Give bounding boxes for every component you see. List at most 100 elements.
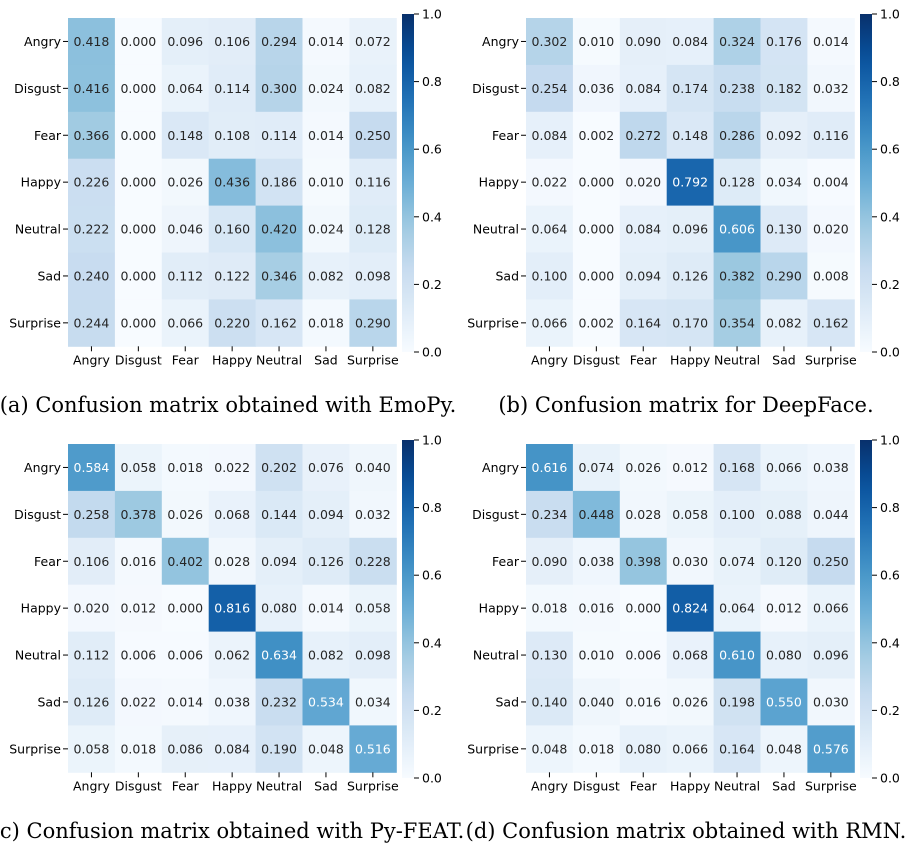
heatmap-cell xyxy=(302,252,350,300)
heatmap-cell xyxy=(807,725,855,773)
cell-value-label: 0.066 xyxy=(672,741,708,756)
heatmap-cell xyxy=(713,18,761,66)
cell-value-label: 0.130 xyxy=(766,222,802,237)
cell-value-label: 0.080 xyxy=(766,648,802,663)
colorbar xyxy=(860,440,872,778)
heatmap-cell xyxy=(161,725,210,773)
heatmap-cell xyxy=(666,490,715,539)
heatmap-cell xyxy=(807,205,855,253)
cell-value-label: 0.032 xyxy=(813,81,849,96)
heatmap-cell xyxy=(666,18,715,66)
cell-value-label: 0.012 xyxy=(672,460,708,475)
cell-value-label: 0.084 xyxy=(625,81,661,96)
x-tick-label: Neutral xyxy=(714,352,760,367)
cell-value-label: 0.064 xyxy=(719,601,755,616)
y-tick-label: Surprise xyxy=(9,315,61,330)
heatmap-cell xyxy=(526,111,574,160)
heatmap-cell xyxy=(349,725,397,773)
cell-value-label: 0.002 xyxy=(578,128,614,143)
y-tick-label: Surprise xyxy=(467,741,519,756)
heatmap-cell xyxy=(349,205,397,253)
heatmap-cell xyxy=(161,537,210,586)
heatmap-cell xyxy=(619,678,668,726)
y-tick-label: Happy xyxy=(479,601,520,616)
heatmap-cell xyxy=(713,252,761,300)
cell-value-label: 0.116 xyxy=(813,128,849,143)
heatmap-cell xyxy=(349,678,397,726)
heatmap-cell xyxy=(666,678,715,726)
heatmap-cell xyxy=(572,490,621,539)
cell-value-label: 0.016 xyxy=(578,601,614,616)
cell-value-label: 0.610 xyxy=(719,648,755,663)
y-tick-label: Disgust xyxy=(472,81,519,96)
heatmap-cell xyxy=(208,537,257,586)
cell-value-label: 0.144 xyxy=(261,507,297,522)
confusion-matrix-panel-1: 0.418 0.000 0.096 0.106 0.294 0.014 0.072 0.416… xyxy=(0,7,456,418)
heatmap-cell xyxy=(255,444,303,492)
cell-value-label: 0.044 xyxy=(813,507,849,522)
heatmap-cell xyxy=(68,299,116,347)
x-tick-label: Angry xyxy=(73,352,111,367)
cell-value-label: 0.016 xyxy=(625,694,661,709)
cell-value-label: 0.080 xyxy=(625,741,661,756)
heatmap-cell xyxy=(208,299,257,347)
y-tick-label: Sad xyxy=(37,268,61,283)
heatmap-cell xyxy=(572,158,621,207)
heatmap-cell xyxy=(68,205,116,253)
cell-value-label: 0.026 xyxy=(672,694,708,709)
cell-value-label: 0.048 xyxy=(766,741,802,756)
heatmap-cell xyxy=(161,205,210,253)
cell-value-label: 0.000 xyxy=(167,601,203,616)
cell-value-label: 0.290 xyxy=(766,268,802,283)
cell-value-label: 0.020 xyxy=(625,175,661,190)
cell-value-label: 0.250 xyxy=(355,128,391,143)
cell-value-label: 0.576 xyxy=(813,741,849,756)
y-tick-label: Fear xyxy=(492,554,520,569)
heatmap-cell xyxy=(349,537,397,586)
colorbar-tick-label: 0.0 xyxy=(422,771,442,786)
heatmap-cell xyxy=(713,111,761,160)
cell-value-label: 0.014 xyxy=(308,601,344,616)
cell-value-label: 0.000 xyxy=(578,268,614,283)
cell-value-label: 0.324 xyxy=(719,34,755,49)
colorbar xyxy=(402,440,414,778)
cell-value-label: 0.020 xyxy=(74,601,110,616)
heatmap-cell xyxy=(807,537,855,586)
cell-value-label: 0.014 xyxy=(308,128,344,143)
cell-value-label: 0.028 xyxy=(625,507,661,522)
heatmap-cell xyxy=(114,111,163,160)
cell-value-label: 0.290 xyxy=(355,315,391,330)
cell-value-label: 0.082 xyxy=(308,268,344,283)
heatmap-cell xyxy=(302,111,350,160)
cell-value-label: 0.090 xyxy=(532,554,568,569)
heatmap-cell xyxy=(760,111,808,160)
heatmap-cell xyxy=(208,725,257,773)
cell-value-label: 0.402 xyxy=(167,554,203,569)
heatmap-cell xyxy=(807,584,855,633)
cell-value-label: 0.092 xyxy=(766,128,802,143)
heatmap-cell xyxy=(161,64,210,113)
heatmap-cell xyxy=(114,537,163,586)
heatmap-cell xyxy=(68,725,116,773)
cell-value-label: 0.014 xyxy=(167,694,203,709)
heatmap-cell xyxy=(760,678,808,726)
cell-value-label: 0.100 xyxy=(719,507,755,522)
y-tick-label: Angry xyxy=(482,460,520,475)
cell-value-label: 0.016 xyxy=(120,554,156,569)
heatmap-cell xyxy=(161,584,210,633)
cell-value-label: 0.116 xyxy=(355,175,391,190)
cell-value-label: 0.176 xyxy=(766,34,802,49)
cell-value-label: 0.062 xyxy=(214,648,250,663)
heatmap-cell xyxy=(114,205,163,253)
heatmap-cell xyxy=(760,158,808,207)
heatmap-cell xyxy=(526,678,574,726)
panel-caption: (d) Confusion matrix obtained with RMN. xyxy=(466,819,907,843)
cell-value-label: 0.000 xyxy=(120,34,156,49)
colorbar-tick-label: 0.4 xyxy=(422,209,442,224)
x-tick-label: Happy xyxy=(670,352,711,367)
cell-value-label: 0.018 xyxy=(167,460,203,475)
y-tick-label: Fear xyxy=(34,554,62,569)
cell-value-label: 0.038 xyxy=(578,554,614,569)
cell-value-label: 0.534 xyxy=(308,694,344,709)
heatmap-cell xyxy=(526,64,574,113)
